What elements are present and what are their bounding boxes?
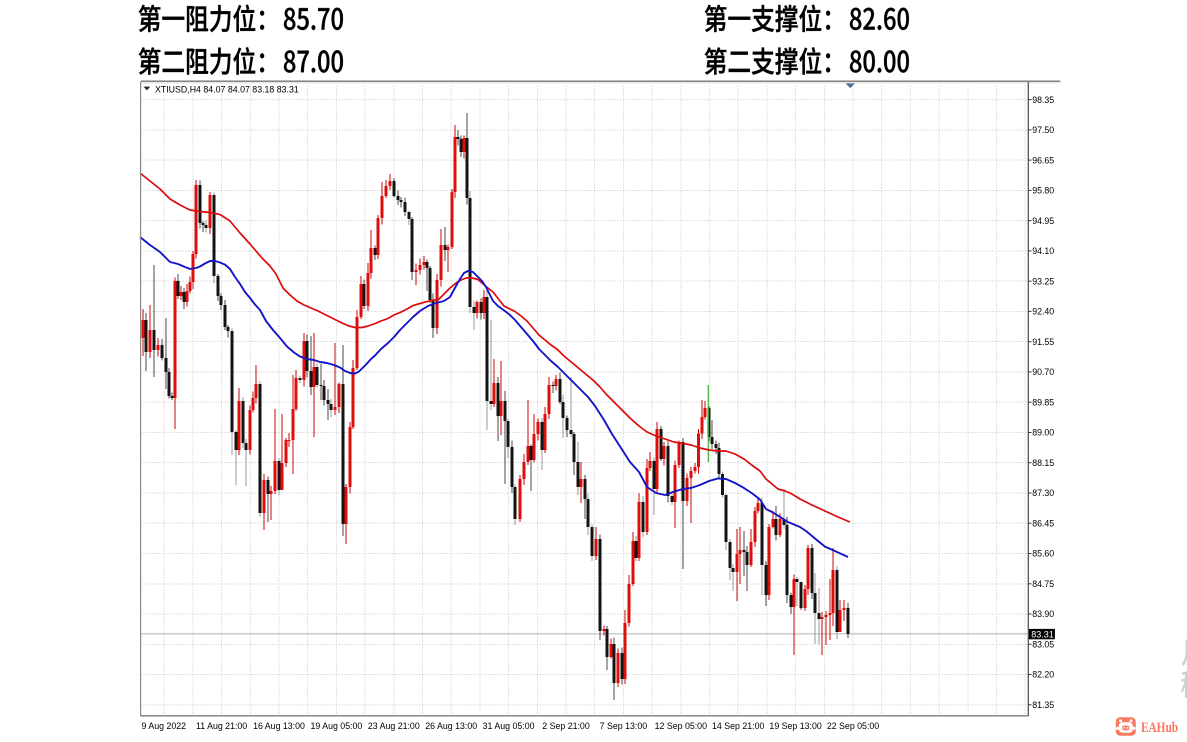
svg-text:83.05: 83.05 [1032,640,1054,650]
svg-text:89.85: 89.85 [1032,397,1054,407]
svg-text:90.70: 90.70 [1032,367,1054,377]
svg-text:96.65: 96.65 [1032,155,1054,165]
svg-text:84.75: 84.75 [1032,579,1054,589]
svg-text:7 Sep 13:00: 7 Sep 13:00 [600,721,648,731]
svg-text:2 Sep 21:00: 2 Sep 21:00 [542,721,590,731]
svg-text:26 Aug 13:00: 26 Aug 13:00 [425,721,477,731]
svg-text:82.20: 82.20 [1032,670,1054,680]
svg-text:93.25: 93.25 [1032,276,1054,286]
svg-text:85.60: 85.60 [1032,549,1054,559]
svg-text:88.15: 88.15 [1032,458,1054,468]
svg-text:11 Aug 21:00: 11 Aug 21:00 [196,721,247,731]
svg-text:97.50: 97.50 [1032,125,1054,135]
svg-text:83.31: 83.31 [1031,629,1054,639]
svg-text:16 Aug 13:00: 16 Aug 13:00 [253,721,305,731]
svg-text:87.30: 87.30 [1032,488,1054,498]
svg-text:19 Sep 13:00: 19 Sep 13:00 [769,721,821,731]
svg-text:12 Sep 05:00: 12 Sep 05:00 [655,721,707,731]
svg-text:9 Aug 2022: 9 Aug 2022 [142,721,187,731]
svg-text:XTIUSD,H4 84.07 84.07 83.18 8: XTIUSD,H4 84.07 84.07 83.18 83.31 [155,84,299,94]
svg-text:31 Aug 05:00: 31 Aug 05:00 [483,721,535,731]
svg-text:92.40: 92.40 [1032,307,1054,317]
svg-text:98.35: 98.35 [1032,95,1054,105]
svg-text:91.55: 91.55 [1032,337,1054,347]
svg-text:94.10: 94.10 [1032,246,1054,256]
svg-text:14 Sep 21:00: 14 Sep 21:00 [712,721,764,731]
svg-text:83.90: 83.90 [1032,609,1054,619]
svg-text:94.95: 94.95 [1032,216,1054,226]
svg-text:95.80: 95.80 [1032,186,1054,196]
svg-text:EAHub: EAHub [1141,720,1178,736]
svg-text:81.35: 81.35 [1032,700,1054,710]
svg-text:89.00: 89.00 [1032,428,1054,438]
svg-text:23 Aug 21:00: 23 Aug 21:00 [368,721,420,731]
svg-text:22 Sep 05:00: 22 Sep 05:00 [827,721,879,731]
svg-text:19 Aug 05:00: 19 Aug 05:00 [310,721,362,731]
svg-text:86.45: 86.45 [1032,518,1054,528]
